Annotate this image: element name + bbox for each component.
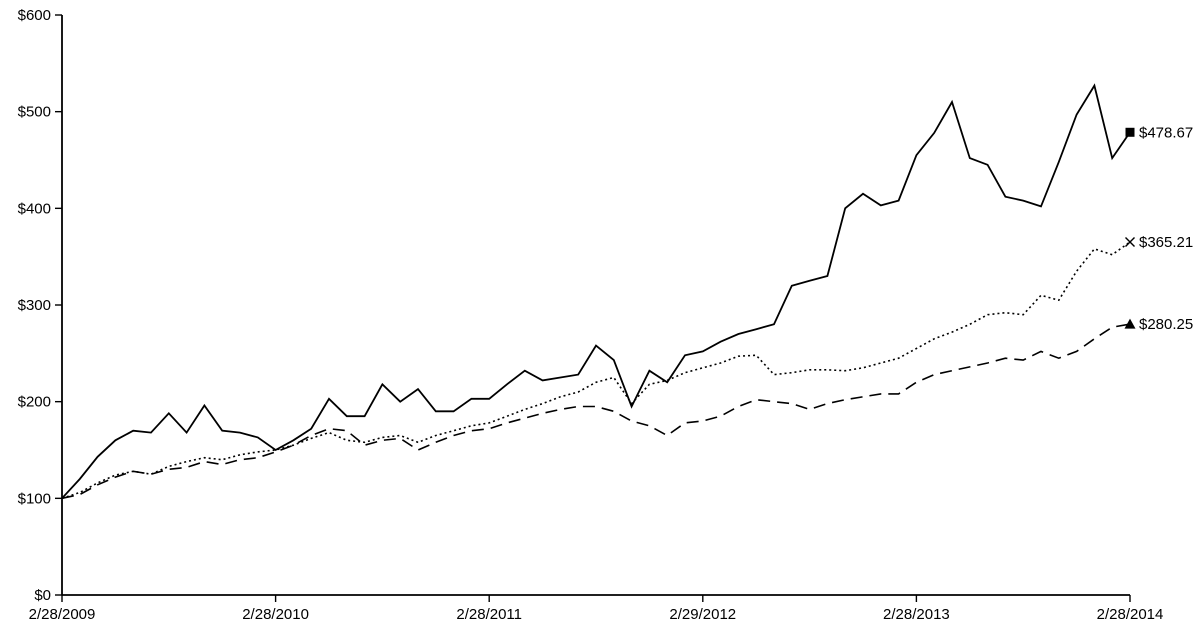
square-marker-icon — [1125, 127, 1135, 137]
triangle-marker-icon — [1124, 318, 1136, 329]
x-tick-label: 2/28/2013 — [883, 606, 950, 623]
y-tick-label: $100 — [18, 490, 51, 507]
x-tick-label: 2/28/2011 — [456, 606, 522, 623]
x-tick-label: 2/28/2014 — [1097, 606, 1164, 623]
series-dashed: $280.25 — [61, 316, 1193, 500]
series-dashed-end-label: $280.25 — [1139, 316, 1193, 333]
y-tick-label: $500 — [18, 104, 51, 121]
x-tick-label: 2/28/2010 — [242, 606, 309, 623]
axes — [61, 15, 1130, 596]
series-dashed-line — [61, 323, 1131, 500]
y-tick-label: $200 — [18, 394, 51, 411]
y-tick-label: $600 — [18, 7, 51, 24]
x-axis-ticks: 2/28/2009 2/28/2010 2/28/2011 2/29/2012 2/28… — [29, 595, 1164, 623]
y-tick-label: $300 — [18, 297, 51, 314]
x-tick-label: 2/28/2009 — [29, 606, 96, 623]
series-solid: $478.67 — [61, 83, 1193, 499]
x-marker-icon — [1125, 236, 1135, 247]
y-tick-label: $0 — [34, 587, 51, 604]
series-dotted: $365.21 — [61, 234, 1193, 500]
series-solid-end-label: $478.67 — [1139, 124, 1193, 141]
y-axis-ticks: $0 $100 $200 $300 $400 $500 $600 — [18, 7, 62, 604]
y-tick-label: $400 — [18, 200, 51, 217]
x-tick-label: 2/29/2012 — [669, 606, 736, 623]
series-dotted-end-label: $365.21 — [1139, 234, 1193, 251]
series-solid-line — [61, 83, 1131, 499]
series-dotted-line — [61, 241, 1131, 500]
